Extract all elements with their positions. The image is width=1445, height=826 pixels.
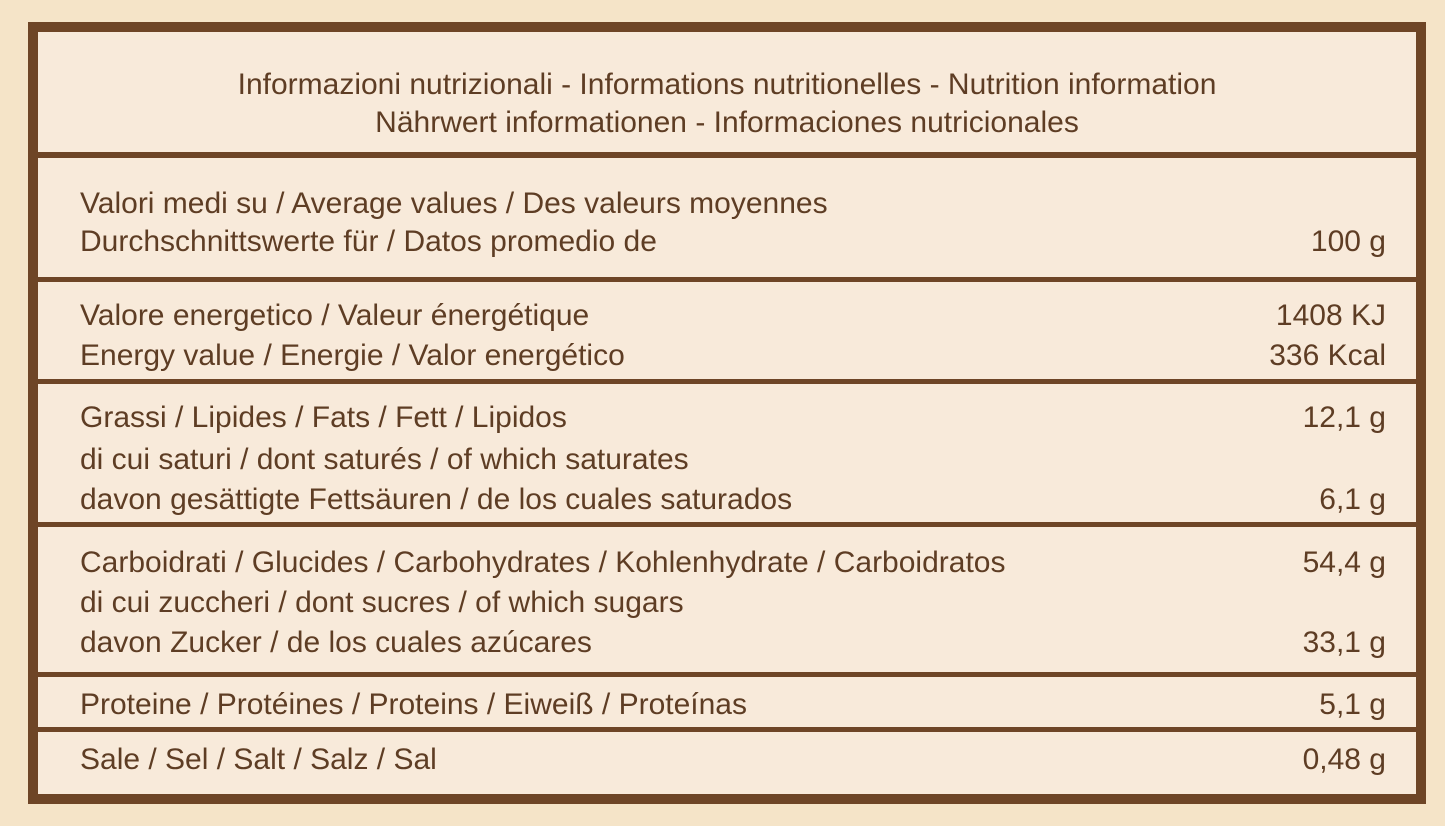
nutrient-value: 100 g — [1310, 225, 1386, 258]
nutrient-label: davon Zucker / de los cuales azúcares — [80, 626, 592, 659]
nutrient-line: davon gesättigte Fettsäuren / de los cua… — [80, 480, 1386, 520]
row-salt: Sale / Sel / Salt / Salz / Sal 0,48 g — [38, 732, 1416, 794]
nutrient-label: di cui zuccheri / dont sucres / of which… — [80, 586, 684, 619]
nutrient-value: 5,1 g — [1319, 688, 1386, 721]
nutrient-label: Proteine / Protéines / Proteins / Eiweiß… — [80, 688, 747, 721]
nutrient-label: di cui saturi / dont saturés / of which … — [80, 443, 689, 476]
nutrient-label: Energy value / Energie / Valor energétic… — [80, 339, 625, 372]
header-title-line-1: Informazioni nutrizionali - Informations… — [237, 68, 1217, 101]
nutrient-label: Grassi / Lipides / Fats / Fett / Lipidos — [80, 401, 567, 434]
nutrient-value: 1408 KJ — [1275, 299, 1386, 332]
nutrient-value: 54,4 g — [1302, 546, 1386, 579]
nutrient-label: Sale / Sel / Salt / Salz / Sal — [80, 743, 437, 776]
row-average-values: Valori medi su / Average values / Des va… — [38, 164, 1416, 282]
table-header: Informazioni nutrizionali - Informations… — [38, 32, 1416, 158]
nutrient-value: 12,1 g — [1302, 401, 1386, 434]
nutrient-line: Durchschnittswerte für / Datos promedio … — [80, 222, 1386, 262]
nutrient-label: Carboidrati / Glucides / Carbohydrates /… — [80, 546, 1006, 579]
nutrient-value: 6,1 g — [1319, 483, 1386, 516]
header-title-line-2: Nährwert informationen - Informaciones n… — [375, 106, 1079, 139]
nutrient-value: 336 Kcal — [1269, 339, 1386, 372]
row-fats: Grassi / Lipides / Fats / Fett / Lipidos… — [38, 384, 1416, 527]
nutrient-label: Valori medi su / Average values / Des va… — [80, 187, 828, 220]
nutrient-label: davon gesättigte Fettsäuren / de los cua… — [80, 483, 793, 516]
nutrient-line: davon Zucker / de los cuales azúcares 33,… — [80, 623, 1386, 663]
nutrient-line: Grassi / Lipides / Fats / Fett / Lipidos… — [80, 398, 1386, 438]
nutrition-table: Informazioni nutrizionali - Informations… — [28, 22, 1426, 804]
nutrient-value: 33,1 g — [1302, 626, 1386, 659]
row-energy: Valore energetico / Valeur énergétique 14… — [38, 282, 1416, 384]
nutrient-value: 0,48 g — [1302, 743, 1386, 776]
nutrient-line: Valore energetico / Valeur énergétique 14… — [80, 296, 1386, 336]
nutrient-line: Carboidrati / Glucides / Carbohydrates /… — [80, 543, 1386, 583]
nutrient-line: Valori medi su / Average values / Des va… — [80, 184, 1386, 224]
nutrient-line: Sale / Sel / Salt / Salz / Sal 0,48 g — [80, 740, 1386, 780]
nutrient-line: Energy value / Energie / Valor energétic… — [80, 336, 1386, 376]
nutrient-line: Proteine / Protéines / Proteins / Eiweiß… — [80, 685, 1386, 725]
row-proteins: Proteine / Protéines / Proteins / Eiweiß… — [38, 677, 1416, 732]
nutrient-line: di cui zuccheri / dont sucres / of which… — [80, 583, 1386, 623]
nutrient-label: Valore energetico / Valeur énergétique — [80, 299, 590, 332]
row-carbohydrates: Carboidrati / Glucides / Carbohydrates /… — [38, 527, 1416, 677]
nutrient-line: di cui saturi / dont saturés / of which … — [80, 440, 1386, 480]
nutrient-label: Durchschnittswerte für / Datos promedio … — [80, 225, 657, 258]
